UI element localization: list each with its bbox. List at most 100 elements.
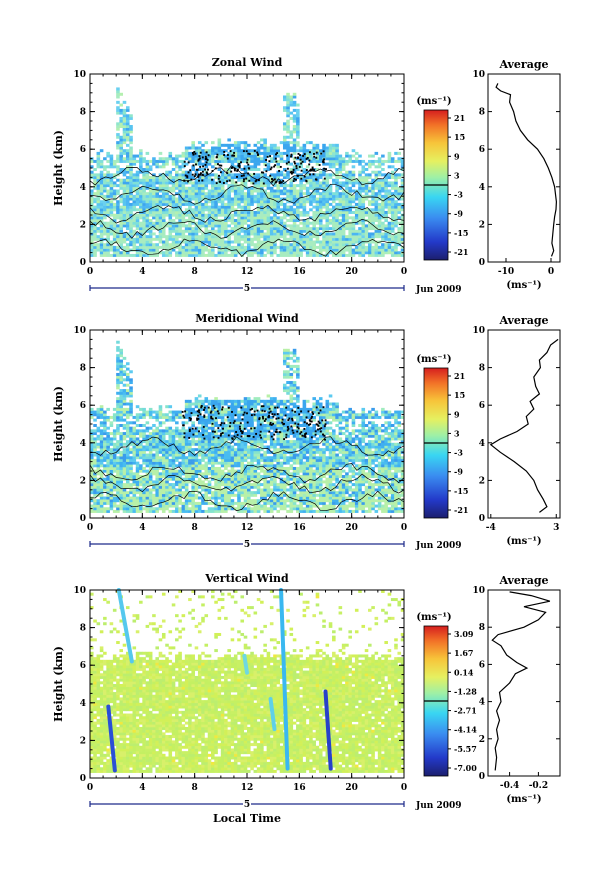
panel-title: Vertical Wind (204, 572, 289, 585)
average-y-tick-label: 4 (479, 698, 485, 708)
y-tick-label: 8 (80, 624, 86, 634)
colorbar-tick-label: 9 (454, 409, 460, 419)
colorbar-unit: (ms⁻¹) (416, 96, 451, 107)
contour-line (89, 463, 405, 484)
x-tick-label: 0 (87, 783, 93, 793)
x-tick-label: 0 (401, 783, 407, 793)
x-tick-label: 12 (241, 267, 254, 277)
y-tick-label: 4 (80, 439, 86, 449)
average-y-tick-label: 8 (479, 623, 485, 633)
colorbar-tick-label: -21 (454, 247, 468, 257)
colorbar-tick-label: -15 (454, 486, 468, 496)
x-tick-label: 12 (241, 523, 254, 533)
colorbar-tick-label: 21 (454, 113, 465, 123)
contour-line (89, 218, 405, 239)
colorbar-tick-label: 1.67 (454, 648, 473, 658)
average-y-tick-label: 0 (479, 514, 485, 524)
y-tick-label: 10 (73, 586, 86, 596)
x-tick-label: 0 (87, 523, 93, 533)
x-tick-label: 16 (293, 267, 306, 277)
y-tick-label: 2 (80, 736, 86, 746)
average-x-axis-label: (ms⁻¹) (506, 794, 541, 805)
x-tick-label: 0 (401, 267, 407, 277)
colorbar-tick-label: -15 (454, 228, 468, 238)
average-title: Average (498, 574, 548, 587)
average-y-tick-label: 2 (479, 735, 485, 745)
month-label: Jun 2009 (415, 541, 462, 551)
panel-title: Meridional Wind (195, 312, 299, 325)
colorbar-tick-label: -9 (454, 467, 463, 477)
average-x-tick-label: 3 (553, 523, 559, 533)
heatmap-field (90, 340, 405, 513)
average-y-tick-label: 10 (472, 586, 485, 596)
x-tick-label: 20 (345, 523, 358, 533)
average-frame (487, 73, 561, 263)
contour-line (89, 436, 405, 456)
contour-line (89, 183, 405, 205)
contour-lines (89, 404, 405, 512)
colorbar-tick-label: -1.28 (454, 686, 477, 696)
average-y-tick-label: 6 (479, 660, 485, 670)
y-tick-label: 0 (80, 258, 86, 268)
downdraft-streak (268, 697, 277, 732)
average-profile-line (489, 338, 559, 513)
average-x-tick-label: 0 (548, 267, 554, 277)
x-tick-label: 4 (139, 523, 145, 533)
y-axis-label: Height (km) (52, 386, 65, 462)
average-profile-line (491, 591, 551, 771)
average-y-tick-label: 8 (479, 108, 485, 118)
average-x-tick-label: -4 (486, 523, 496, 533)
downdraft-streak (323, 689, 333, 771)
y-tick-label: 6 (80, 401, 86, 411)
colorbar-tick-label: -9 (454, 209, 463, 219)
colorbar-tick-label: 3 (454, 428, 460, 438)
x-tick-label: 8 (192, 523, 198, 533)
average-profile-line (495, 83, 558, 257)
x-tick-label: 4 (139, 267, 145, 277)
colorbar-tick-label: -5.57 (454, 744, 477, 754)
colorbar-unit: (ms⁻¹) (416, 354, 451, 365)
contour-line (89, 473, 405, 494)
average-x-tick-label: -10 (498, 267, 514, 277)
x-tick-label: 0 (401, 523, 407, 533)
y-tick-label: 4 (80, 183, 86, 193)
date-label: 5 (244, 540, 250, 550)
colorbar-tick-label: -21 (454, 505, 468, 515)
colorbar-tick-label: -4.14 (454, 725, 477, 735)
x-axis-label: Local Time (213, 812, 281, 825)
x-tick-label: 12 (241, 783, 254, 793)
contour-line (89, 165, 405, 187)
x-tick-label: 8 (192, 783, 198, 793)
x-tick-label: 16 (293, 783, 306, 793)
y-tick-label: 10 (73, 70, 86, 80)
average-x-axis-label: (ms⁻¹) (506, 280, 541, 291)
y-tick-label: 2 (80, 220, 86, 230)
panel-title: Zonal Wind (212, 56, 283, 69)
colorbar-tick-label: 3 (454, 170, 460, 180)
average-title: Average (498, 58, 548, 71)
y-tick-label: 0 (80, 774, 86, 784)
downdraft-streak (106, 704, 117, 773)
y-tick-label: 6 (80, 661, 86, 671)
downdraft-streak (116, 588, 134, 664)
contour-lines (89, 149, 405, 258)
heatmap-field (90, 87, 405, 257)
date-label: 5 (244, 284, 250, 294)
x-tick-label: 16 (293, 523, 306, 533)
x-tick-label: 20 (345, 267, 358, 277)
y-axis-label: Height (km) (52, 646, 65, 722)
y-tick-label: 8 (80, 108, 86, 118)
colorbar-tick-label: 21 (454, 371, 465, 381)
colorbar-tick-label: 3.09 (454, 629, 474, 639)
colorbar-tick-label: 0.14 (454, 667, 474, 677)
month-label: Jun 2009 (415, 285, 462, 295)
contour-line (89, 490, 405, 512)
x-tick-label: 0 (87, 267, 93, 277)
average-x-tick-label: -0.2 (529, 781, 548, 791)
colorbar-tick-label: -3 (454, 448, 463, 458)
colorbar-tick-label: -7.00 (454, 763, 477, 773)
colorbar-tick-label: -2.71 (454, 706, 477, 716)
